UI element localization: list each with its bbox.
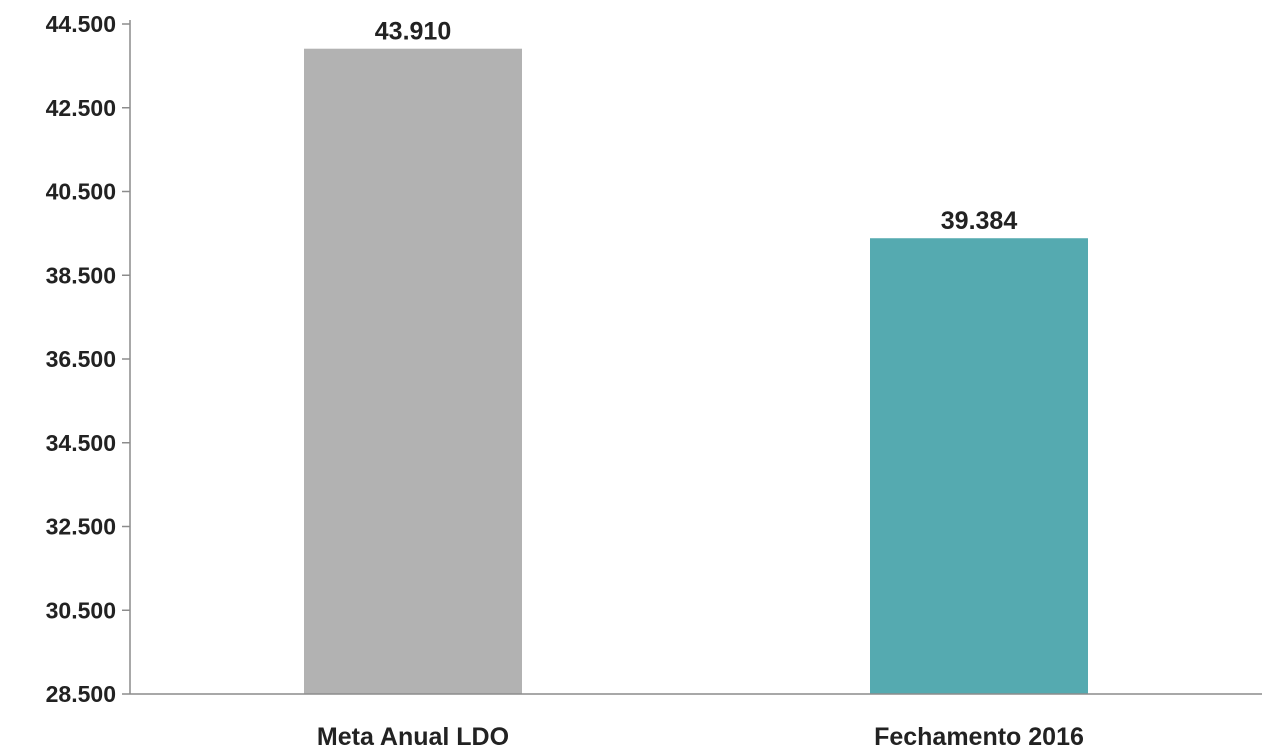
y-tick-label: 36.500 — [46, 346, 116, 372]
y-tick-label: 32.500 — [46, 514, 116, 540]
y-tick-label: 44.500 — [46, 11, 116, 37]
y-tick-label: 40.500 — [46, 179, 116, 205]
data-labels: 43.910 39.384 — [375, 18, 1018, 236]
bars — [304, 48, 1088, 695]
y-axis-ticks: 28.500 30.500 32.500 34.500 36.500 38.500 40.5… — [46, 11, 130, 707]
x-category-label: Meta Anual LDO — [317, 723, 509, 750]
y-tick-label: 38.500 — [46, 262, 116, 288]
y-tick-label: 28.500 — [46, 681, 116, 707]
y-tick-label: 42.500 — [46, 95, 116, 121]
bar-value-label: 39.384 — [941, 207, 1018, 235]
bar-value-label: 43.910 — [375, 18, 451, 46]
x-category-label: Fechamento 2016 — [874, 723, 1084, 750]
bar-1 — [304, 48, 522, 695]
y-tick-label: 34.500 — [46, 430, 116, 456]
x-axis-labels: Meta Anual LDO Fechamento 2016 — [317, 723, 1084, 750]
bar-2 — [870, 238, 1088, 695]
y-tick-label: 30.500 — [46, 597, 116, 623]
